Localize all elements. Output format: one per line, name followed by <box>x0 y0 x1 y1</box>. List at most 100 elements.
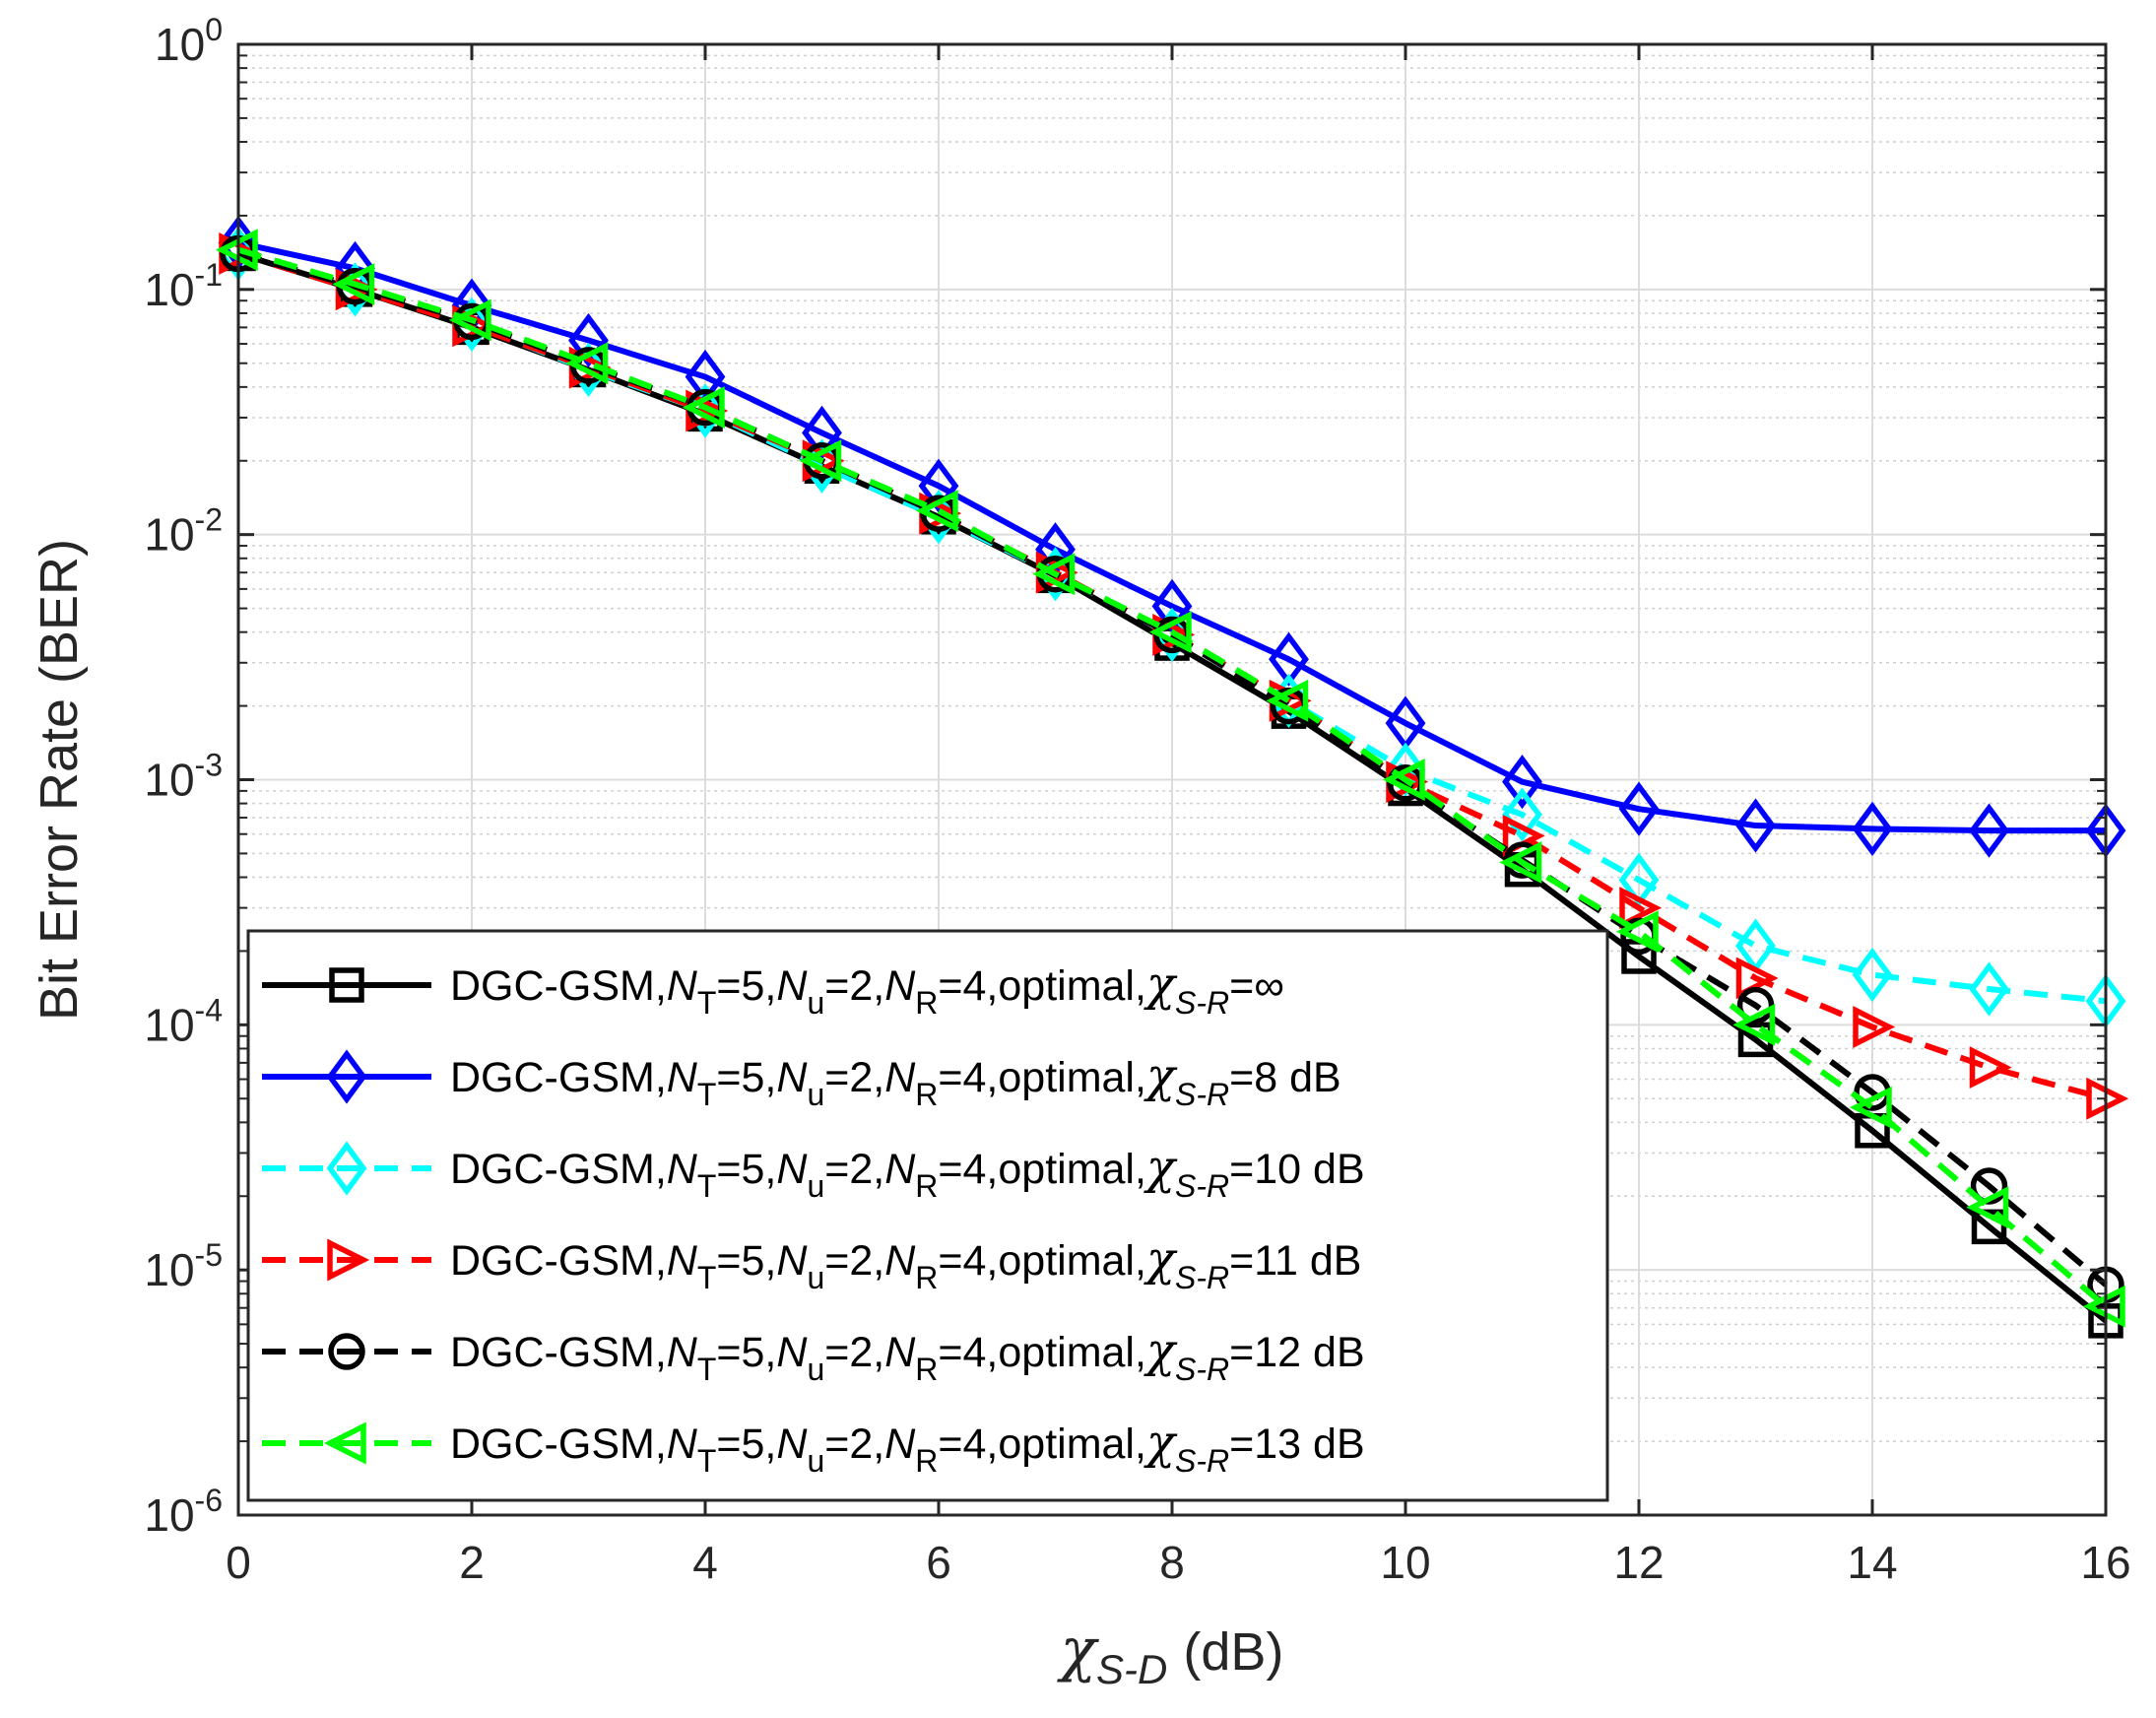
text-span: (dB) <box>1183 1622 1283 1682</box>
data-point <box>1618 781 1660 836</box>
text-span: -1 <box>195 257 223 293</box>
text-span: DGC-GSM, <box>450 1146 667 1193</box>
text-span: =13 dB <box>1229 1421 1364 1468</box>
y-axis-title: Bit Error Rate (BER) <box>30 539 89 1021</box>
text-span: =11 dB <box>1229 1237 1361 1285</box>
x-tick-label: 12 <box>1613 1537 1664 1588</box>
text-span: =5, <box>716 1054 776 1101</box>
x-tick-label: 14 <box>1847 1537 1897 1588</box>
text-span: N <box>884 1237 916 1285</box>
y-tick-label: 10-5 <box>144 1237 223 1295</box>
data-point <box>1849 1086 1892 1129</box>
data-point <box>918 458 959 513</box>
text-span: =10 dB <box>1229 1146 1364 1193</box>
data-point <box>1969 803 2009 858</box>
y-axis-label: Bit Error Rate (BER) <box>30 539 89 1021</box>
data-point <box>915 490 958 533</box>
text-span: =2, <box>824 1329 884 1376</box>
text-span: =5, <box>716 1146 776 1193</box>
text-span: =5, <box>716 1329 776 1376</box>
text-span: =2, <box>824 962 884 1010</box>
legend-entry: DGC-GSM,NT=5,Nu=2,NR=4,optimal,χS-R=13 d… <box>262 1415 1365 1479</box>
text-span: R <box>915 1443 938 1479</box>
text-span: S-R <box>1175 985 1229 1021</box>
text-span: =4,optimal, <box>938 1146 1146 1193</box>
text-span: -2 <box>195 502 223 538</box>
y-tick-label: 10-2 <box>144 502 223 561</box>
text-span: S-R <box>1175 1168 1229 1204</box>
text-span: =4,optimal, <box>938 1421 1146 1468</box>
text-span: χ <box>1143 1140 1178 1195</box>
legend-entry: DGC-GSM,NT=5,Nu=2,NR=4,optimal,χS-R=8 dB <box>262 1048 1341 1112</box>
text-span: T <box>697 1352 717 1387</box>
text-span: S-D <box>1096 1646 1167 1692</box>
data-point <box>1732 1003 1776 1046</box>
text-span: N <box>667 962 698 1010</box>
text-span: -3 <box>195 748 223 783</box>
text-span: =2, <box>824 1054 884 1101</box>
square-marker <box>329 967 364 1003</box>
x-axis-title: χS-D (dB) <box>1057 1616 1284 1692</box>
data-point <box>1032 553 1076 596</box>
text-span: -6 <box>195 1483 223 1518</box>
text-span: χ <box>1143 957 1178 1012</box>
text-span: N <box>884 1054 916 1101</box>
text-span: =2, <box>824 1421 884 1468</box>
y-tick-label: 10-6 <box>144 1483 223 1541</box>
text-span: 10 <box>144 264 194 315</box>
text-span: χ <box>1143 1323 1178 1378</box>
text-span: N <box>776 962 808 1010</box>
text-span: R <box>915 1260 938 1295</box>
text-span: =5, <box>716 1237 776 1285</box>
text-span: u <box>807 1168 824 1204</box>
data-point <box>1382 759 1425 801</box>
x-tick-label: 10 <box>1380 1537 1430 1588</box>
text-span: N <box>884 1329 916 1376</box>
x-axis-label: χS-D (dB) <box>1057 1616 1284 1692</box>
legend-label: DGC-GSM,NT=5,Nu=2,NR=4,optimal,χS-R=12 d… <box>450 1323 1365 1387</box>
data-point <box>1966 1186 2009 1229</box>
data-point <box>802 405 842 461</box>
text-span: N <box>667 1054 698 1101</box>
data-point <box>1502 787 1542 842</box>
text-span: N <box>667 1421 698 1468</box>
text-span: N <box>776 1329 808 1376</box>
legend: DGC-GSM,NT=5,Nu=2,NR=4,optimal,χS-R=∞DGC… <box>246 929 1609 1502</box>
text-span: =4,optimal, <box>938 1054 1146 1101</box>
text-span: =5, <box>716 962 776 1010</box>
data-point <box>448 298 491 342</box>
text-span: u <box>807 1443 824 1479</box>
text-span: R <box>915 1168 938 1204</box>
text-span: S-R <box>1175 1077 1229 1112</box>
data-point <box>1852 947 1893 1003</box>
data-point <box>1266 679 1309 722</box>
text-span: 10 <box>144 1244 194 1295</box>
text-span: N <box>776 1237 808 1285</box>
text-span: T <box>697 1168 717 1204</box>
legend-label: DGC-GSM,NT=5,Nu=2,NR=4,optimal,χS-R=10 d… <box>450 1140 1365 1204</box>
x-tick-label: 2 <box>459 1537 485 1588</box>
text-span: 10 <box>144 509 194 561</box>
data-point <box>1499 840 1542 884</box>
y-tick-label: 100 <box>155 12 223 70</box>
legend-label: DGC-GSM,NT=5,Nu=2,NR=4,optimal,χS-R=13 d… <box>450 1415 1365 1479</box>
data-point <box>1971 1209 2007 1245</box>
text-span: =4,optimal, <box>938 1329 1146 1376</box>
text-span: =2, <box>824 1237 884 1285</box>
text-span: R <box>915 985 938 1021</box>
text-span: N <box>776 1054 808 1101</box>
data-point <box>1615 910 1659 954</box>
text-span: T <box>697 985 717 1021</box>
text-span: =4,optimal, <box>938 962 1146 1010</box>
text-span: T <box>697 1077 717 1112</box>
text-span: DGC-GSM, <box>450 1421 667 1468</box>
text-span: =12 dB <box>1229 1329 1364 1376</box>
legend-box <box>246 929 1609 1502</box>
data-point <box>1618 852 1660 907</box>
text-span: =∞ <box>1229 962 1284 1010</box>
legend-entry: DGC-GSM,NT=5,Nu=2,NR=4,optimal,χS-R=∞ <box>262 957 1284 1021</box>
text-span: 10 <box>144 755 194 806</box>
text-span: N <box>667 1329 698 1376</box>
y-tick-label: 10-3 <box>144 748 223 806</box>
y-tick-label: 10-1 <box>144 257 223 315</box>
